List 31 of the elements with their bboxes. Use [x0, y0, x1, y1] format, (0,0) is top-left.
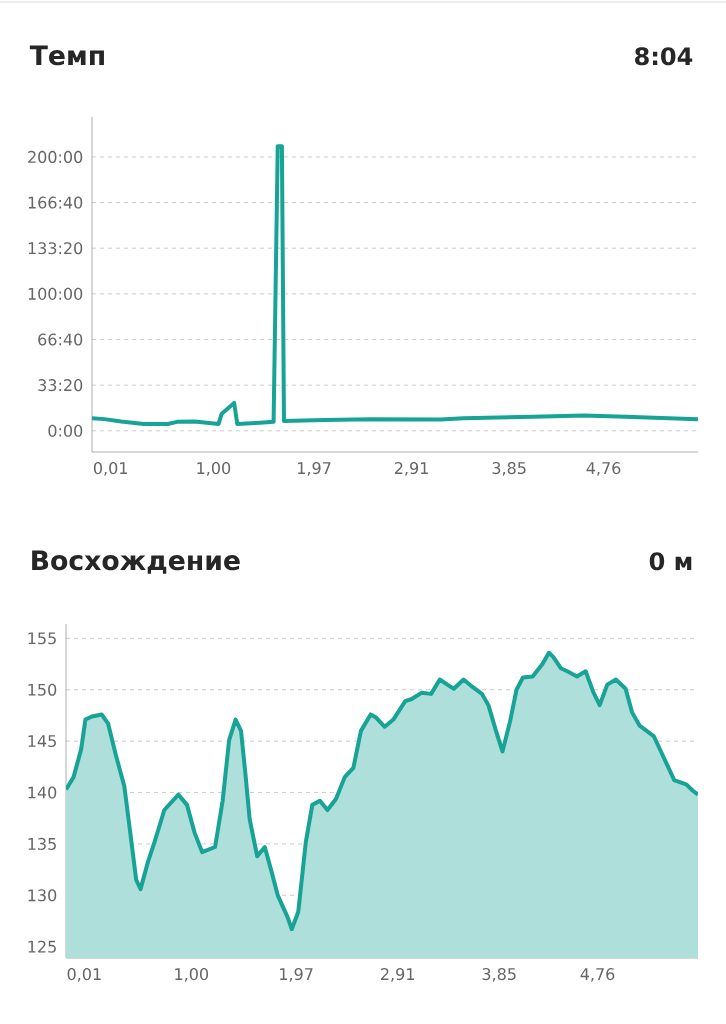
x-tick-label: 4,76	[580, 968, 615, 982]
text: 8:04	[635, 47, 693, 66]
x-tick-label: 3,85	[492, 462, 526, 476]
x-tick-label: 1,00	[175, 968, 209, 982]
y-tick-label: 33:20	[38, 379, 83, 392]
line-series	[92, 144, 699, 426]
x-tick-label: 0,01	[93, 462, 127, 476]
x-tick-label: 1,97	[280, 968, 313, 982]
y-tick-label: 155	[28, 632, 56, 645]
y-tick-label: 145	[28, 735, 56, 748]
y-tick-label: 66:40	[38, 333, 83, 346]
y-tick-label: 130	[28, 889, 57, 902]
x-tick-label: 2,91	[394, 462, 428, 476]
x-tick-label: 2,91	[381, 968, 414, 982]
x-tick-label: 0,01	[67, 968, 101, 982]
y-tick-label: 140	[28, 786, 57, 799]
y-tick-label: 135	[28, 837, 56, 850]
chart-title: Темп	[29, 45, 104, 66]
x-tick-label: 1,00	[197, 462, 231, 476]
x-tick-label: 3,85	[482, 968, 516, 982]
y-tick-label: 125	[28, 940, 56, 953]
y-tick-label: 133:20	[28, 242, 83, 255]
chart-title: Восхождение	[32, 550, 240, 574]
x-tick-label: 4,76	[586, 462, 621, 476]
y-tick-label: 150	[28, 683, 57, 696]
y-tick-label: 200:00	[28, 150, 83, 163]
y-tick-label: 0:00	[48, 424, 83, 437]
y-tick-label: 166:40	[28, 196, 83, 209]
x-tick-label: 1,97	[298, 462, 331, 476]
text: 0 м	[649, 552, 692, 571]
y-tick-label: 100:00	[28, 287, 83, 300]
